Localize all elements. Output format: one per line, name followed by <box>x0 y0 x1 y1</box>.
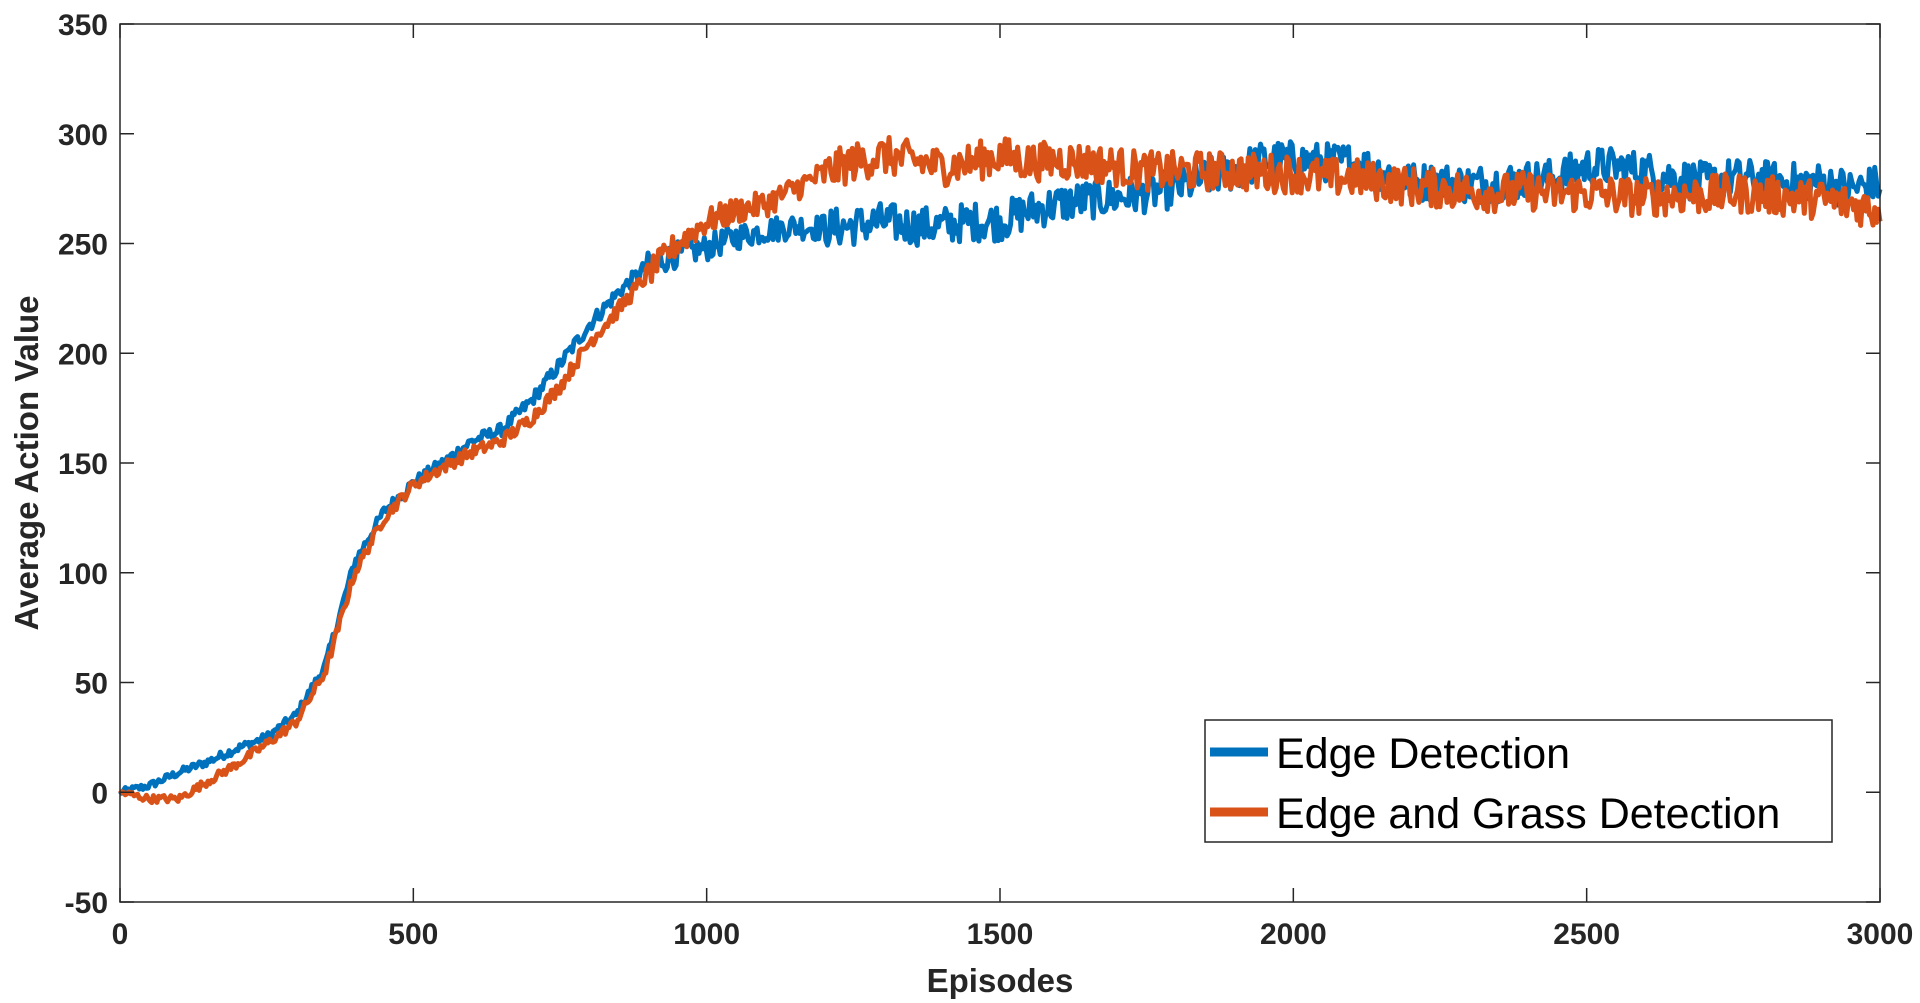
y-tick-label: 150 <box>58 448 108 481</box>
legend-label-edge-detection: Edge Detection <box>1276 730 1570 778</box>
y-axis-title: Average Action Value <box>8 295 45 630</box>
y-tick-label: -50 <box>65 887 108 920</box>
y-tick-label: 300 <box>58 119 108 152</box>
x-tick-label: 1500 <box>967 918 1034 951</box>
series-layer <box>118 135 1883 806</box>
y-tick-label: 350 <box>58 9 108 42</box>
y-tick-label: 100 <box>58 558 108 591</box>
y-tick-label: 200 <box>58 338 108 371</box>
x-tick-label: 0 <box>112 918 129 951</box>
x-tick-label: 3000 <box>1847 918 1914 951</box>
legend: Edge Detection Edge and Grass Detection <box>1204 719 1833 843</box>
x-tick-label: 1000 <box>673 918 740 951</box>
legend-label-edge-and-grass-detection: Edge and Grass Detection <box>1276 790 1780 838</box>
x-tick-label: 2000 <box>1260 918 1327 951</box>
y-tick-label: 0 <box>91 777 108 810</box>
x-tick-label: 500 <box>388 918 438 951</box>
axes-layer: 0 500 1000 1500 2000 2500 3000-500501001502002… <box>58 9 1913 951</box>
legend-box <box>1204 719 1833 843</box>
x-tick-label: 2500 <box>1553 918 1620 951</box>
y-tick-label: 50 <box>75 668 108 701</box>
series-line-edge-and-grass-detection <box>118 135 1883 806</box>
y-tick-label: 250 <box>58 229 108 262</box>
x-axis-title: Episodes <box>927 962 1074 999</box>
